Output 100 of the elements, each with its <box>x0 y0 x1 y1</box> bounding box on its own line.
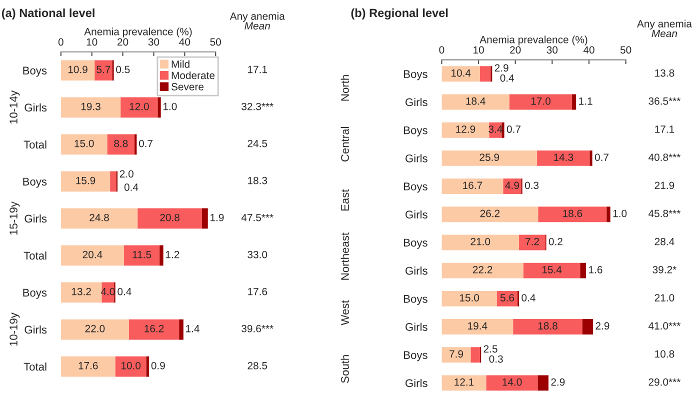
data-label: 1.0 <box>163 102 177 110</box>
bar <box>538 206 607 222</box>
text: 33.0 <box>248 250 268 258</box>
bar <box>60 97 121 118</box>
bar <box>442 290 497 306</box>
data-label: 10.4 <box>452 69 471 77</box>
text: 45.8*** <box>648 210 681 218</box>
text: West <box>341 300 349 326</box>
bar <box>128 319 180 340</box>
x-axis-title: Anemia prevalence (%) <box>480 36 588 46</box>
data-label: 22.0 <box>85 324 105 332</box>
data-label: 20.4 <box>82 250 102 258</box>
bar <box>519 234 546 250</box>
data-label: 0.2 <box>548 238 562 246</box>
data-label: 13.2 <box>72 288 91 296</box>
bar <box>572 94 576 110</box>
data-label: 1.2 <box>166 250 180 258</box>
text: 17.6 <box>248 288 268 296</box>
data-label: 16.7 <box>463 182 482 190</box>
data-label: 1.1 <box>579 98 592 105</box>
y-tick-label: Boys <box>404 238 428 249</box>
y-tick-label: Boys <box>404 351 428 362</box>
bar <box>442 375 486 391</box>
bar <box>442 94 510 110</box>
bar <box>442 234 520 250</box>
data-label: 16.2 <box>144 324 164 332</box>
data-label: 0.4 <box>522 294 536 302</box>
x-tick-label: 20 <box>118 38 128 46</box>
data-label: 18.4 <box>466 97 486 105</box>
x-tick-label: 30 <box>546 46 558 54</box>
bar <box>60 356 116 377</box>
chart-title: (a) National level <box>2 8 94 20</box>
bar <box>179 319 184 340</box>
text: 17.1 <box>248 66 267 74</box>
y-tick-label: Girls <box>24 214 47 223</box>
bar <box>523 262 580 278</box>
y-tick-label: Boys <box>23 288 47 299</box>
bar <box>102 282 114 303</box>
data-label: 4.9 <box>505 182 519 190</box>
bar <box>442 122 490 138</box>
data-label: 10.9 <box>68 66 88 74</box>
x-tick-label: 40 <box>179 38 190 46</box>
x-tick-label: 40 <box>583 46 594 54</box>
data-label: 0.4 <box>124 184 138 191</box>
data-label: 1.0 <box>613 210 627 218</box>
bar <box>470 347 480 363</box>
x-axis-title: Anemia prevalence (%) <box>84 28 192 38</box>
text: 39.2* <box>652 266 676 274</box>
bar <box>590 150 592 166</box>
data-label: 0.7 <box>506 126 520 133</box>
bar <box>513 319 582 334</box>
data-label: 15.0 <box>74 140 94 148</box>
bar <box>442 206 538 222</box>
text: 29.0*** <box>648 378 681 386</box>
text: Northeast <box>340 232 349 280</box>
data-label: 2.9 <box>596 322 610 330</box>
legend-label: Severe <box>171 83 204 90</box>
x-tick-label: 50 <box>620 46 632 54</box>
text: North <box>340 75 349 101</box>
bar <box>60 208 138 229</box>
data-label: 25.9 <box>480 154 500 161</box>
bar <box>442 66 480 82</box>
text: 15-19y <box>10 201 20 235</box>
y-tick-label: Girls <box>406 378 428 388</box>
y-tick-label: Boys <box>23 178 47 188</box>
data-label: 2.5 <box>484 345 498 353</box>
bar <box>502 122 504 138</box>
y-tick-label: Boys <box>23 66 47 77</box>
bar <box>110 171 116 192</box>
legend-label: Mild <box>172 60 190 68</box>
data-label: 4.0 <box>100 288 115 296</box>
data-label: 0.3 <box>524 182 539 190</box>
text: South <box>340 355 349 383</box>
data-label: 22.2 <box>472 266 492 274</box>
text: 10-19y <box>10 312 20 346</box>
text: 36.5*** <box>648 97 681 105</box>
y-tick-label: Girls <box>406 154 428 162</box>
bar <box>94 60 112 81</box>
data-label: 1.4 <box>186 325 200 332</box>
chart-title: (b) Regional level <box>351 8 448 20</box>
y-tick-label: Girls <box>24 325 47 334</box>
bar <box>60 319 129 340</box>
bar <box>120 97 158 118</box>
data-label: 15.4 <box>542 266 562 274</box>
bar <box>442 319 514 334</box>
data-label: 2.9 <box>551 378 565 386</box>
x-tick-label: 10 <box>474 46 484 54</box>
bar <box>60 282 102 303</box>
bar <box>537 150 590 166</box>
data-label: 0.7 <box>138 140 153 148</box>
data-label: 15.9 <box>76 176 96 184</box>
bar <box>442 150 538 166</box>
data-label: 12.9 <box>456 126 476 133</box>
bar <box>202 208 208 229</box>
text: 10-14y <box>10 90 20 124</box>
data-label: 18.6 <box>563 210 582 218</box>
data-label: 21.0 <box>470 238 490 246</box>
y-tick-label: Girls <box>406 322 428 331</box>
data-label: 0.3 <box>489 355 503 363</box>
bar <box>60 134 108 155</box>
